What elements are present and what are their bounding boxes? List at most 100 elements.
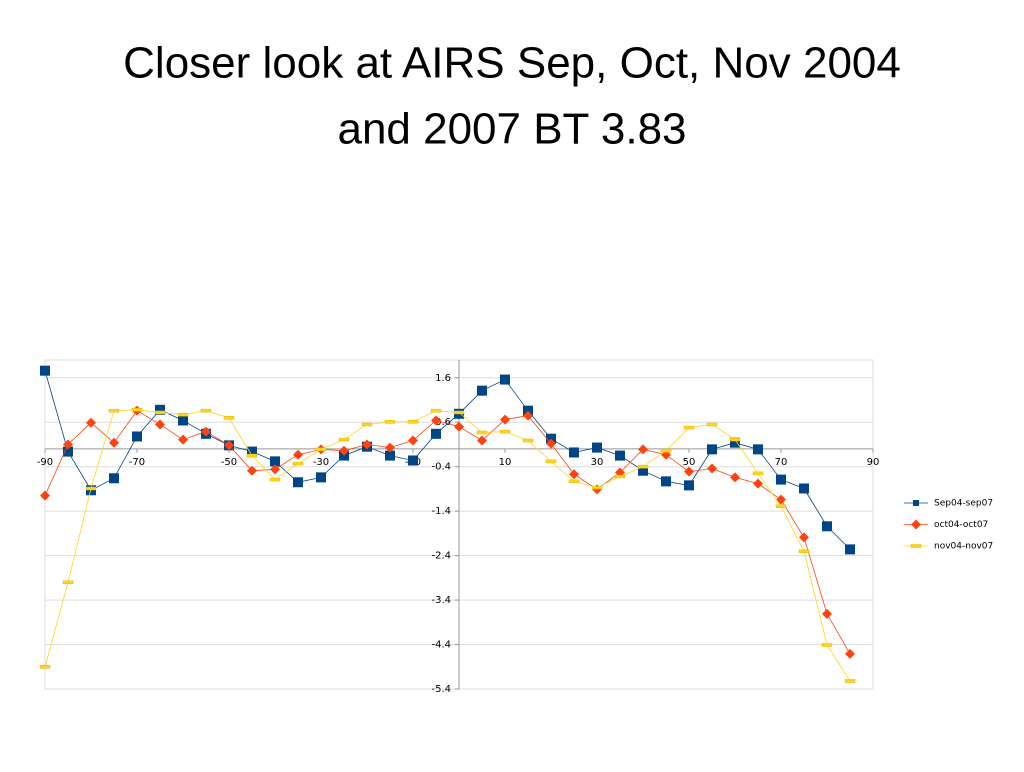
marker [109, 473, 119, 484]
marker [408, 435, 418, 446]
marker [477, 385, 487, 396]
marker [660, 448, 672, 453]
marker [500, 414, 510, 425]
marker [476, 430, 488, 435]
marker [293, 477, 303, 488]
marker [155, 404, 165, 415]
marker [109, 437, 119, 448]
marker [523, 410, 533, 421]
marker [86, 485, 96, 496]
marker [154, 410, 166, 415]
marker [431, 415, 441, 426]
marker [684, 466, 694, 477]
marker [799, 483, 809, 494]
marker [316, 472, 326, 483]
marker [178, 415, 188, 426]
y-tick-label: -1.4 [431, 506, 451, 517]
marker [729, 437, 741, 442]
x-tick-label: -30 [313, 457, 329, 468]
marker [637, 464, 649, 469]
x-tick-label: 70 [775, 457, 788, 468]
marker [799, 532, 809, 543]
marker [270, 464, 280, 475]
legend-marker [911, 519, 921, 530]
marker [293, 449, 303, 460]
marker [247, 446, 257, 457]
marker [707, 444, 717, 455]
legend-marker [910, 544, 922, 548]
marker [477, 435, 487, 446]
marker [776, 494, 786, 505]
marker [776, 474, 786, 485]
marker [178, 434, 188, 445]
marker [568, 479, 580, 484]
x-tick-label: 90 [867, 457, 880, 468]
marker [224, 440, 234, 451]
marker [292, 461, 304, 466]
marker [385, 442, 395, 453]
marker [315, 447, 327, 452]
marker [845, 648, 855, 659]
marker [40, 365, 50, 376]
marker [592, 442, 602, 453]
y-tick-label: -5.4 [431, 684, 451, 695]
marker [177, 412, 189, 417]
marker [63, 439, 73, 450]
marker [339, 445, 349, 456]
marker [454, 421, 464, 432]
marker [269, 477, 281, 482]
legend-label: oct04-oct07 [934, 520, 988, 530]
marker [385, 450, 395, 461]
y-tick-label: -3.4 [431, 595, 451, 606]
marker [362, 439, 372, 450]
marker [338, 437, 350, 442]
marker [40, 490, 50, 501]
marker [407, 420, 419, 424]
marker [408, 455, 418, 466]
marker [384, 420, 396, 424]
legend-marker [913, 500, 919, 506]
x-tick-label: -70 [129, 457, 145, 468]
y-tick-label: -2.4 [431, 551, 451, 562]
marker [85, 486, 97, 491]
marker [453, 410, 465, 415]
marker [661, 476, 671, 487]
marker [132, 431, 142, 442]
marker [798, 549, 810, 553]
marker [62, 580, 74, 585]
marker [499, 429, 511, 434]
y-tick-label: 1.6 [435, 373, 451, 384]
marker [844, 679, 856, 683]
marker [522, 438, 534, 443]
marker [638, 465, 648, 476]
legend-label: Sep04-sep07 [934, 499, 993, 509]
marker [684, 480, 694, 491]
marker [569, 469, 579, 480]
x-tick-label: -90 [37, 457, 53, 468]
marker [201, 426, 211, 437]
marker [683, 425, 695, 430]
marker [752, 471, 764, 476]
marker [86, 417, 96, 428]
marker [775, 504, 787, 509]
marker [730, 472, 740, 483]
marker [546, 438, 556, 449]
marker [270, 456, 280, 467]
series-line [44, 370, 851, 550]
series-line [44, 410, 851, 655]
marker [545, 459, 557, 464]
legend-label: nov04-nov07 [934, 542, 993, 552]
title-line: Closer look at AIRS Sep, Oct, Nov 2004 [123, 39, 901, 88]
marker [822, 521, 832, 532]
marker [707, 463, 717, 474]
marker [223, 416, 235, 420]
marker [431, 428, 441, 439]
marker [615, 450, 625, 461]
x-tick-label: 50 [683, 457, 696, 468]
title-line: and 2007 BT 3.83 [337, 105, 686, 154]
marker [361, 422, 373, 427]
marker [753, 444, 763, 455]
marker [822, 608, 832, 619]
marker [430, 408, 442, 413]
